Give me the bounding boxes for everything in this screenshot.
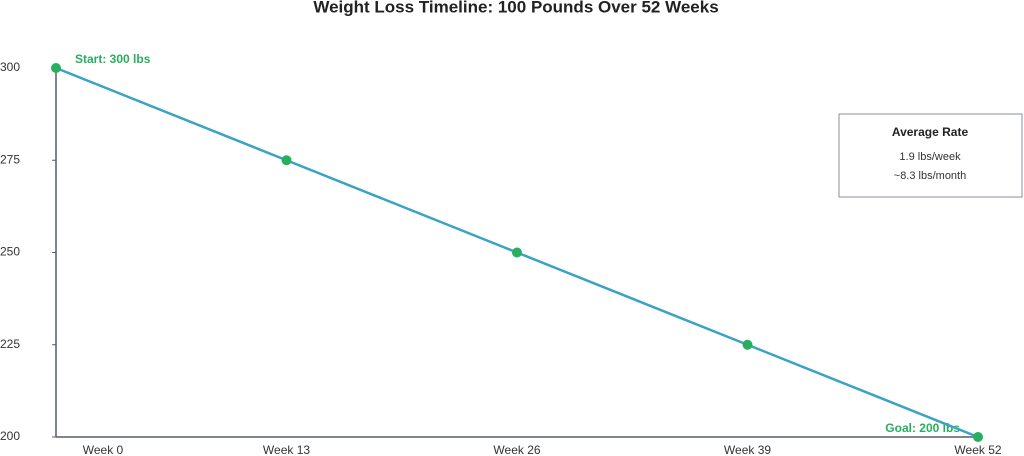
chart-title: Weight Loss Timeline: 100 Pounds Over 52… bbox=[313, 0, 718, 16]
point bbox=[742, 339, 753, 350]
point bbox=[973, 432, 983, 442]
point bbox=[512, 247, 522, 258]
info-box-title: Average Rate bbox=[892, 125, 969, 139]
x-tick-label: Week 39 bbox=[724, 443, 771, 456]
x-tick-label: Week 26 bbox=[493, 443, 540, 456]
y-tick-label: 200 bbox=[0, 429, 20, 443]
info-box-line: 1.9 lbs/week bbox=[899, 151, 961, 163]
goal-annotation: Goal: 200 lbs bbox=[885, 421, 960, 435]
x-tick-label: Week 52 bbox=[954, 443, 1001, 456]
start-annotation: Start: 300 lbs bbox=[75, 52, 151, 66]
y-tick-label: 300 bbox=[0, 60, 20, 74]
info-box bbox=[838, 113, 1023, 198]
info-box-line: ~8.3 lbs/month bbox=[894, 170, 966, 182]
x-tick-label: Week 0 bbox=[83, 443, 124, 456]
y-tick-label: 225 bbox=[0, 337, 20, 351]
y-tick-label: 250 bbox=[0, 245, 20, 259]
y-tick-label: 275 bbox=[0, 152, 20, 166]
x-tick-label: Week 13 bbox=[263, 443, 310, 456]
point bbox=[51, 63, 61, 73]
point bbox=[281, 155, 292, 166]
